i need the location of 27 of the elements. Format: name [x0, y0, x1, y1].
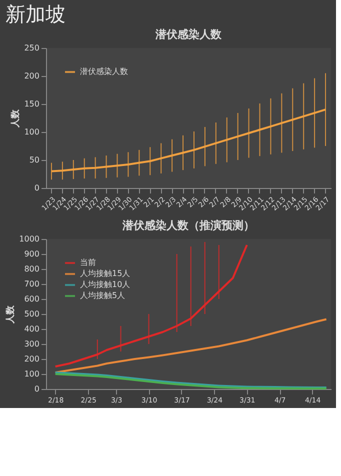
y-tick-label: 900	[24, 250, 40, 258]
y-tick-label: 100	[24, 128, 40, 136]
y-tick-label: 400	[24, 324, 40, 334]
y-tick-label: 700	[24, 280, 40, 288]
text: 新加坡	[6, 2, 66, 26]
y-tick-label: 300	[24, 340, 40, 348]
y-tick-label: 600	[24, 294, 40, 304]
y-tick-label: 1000	[19, 234, 40, 244]
y-tick-label: 800	[24, 264, 40, 274]
y-axis-title: 人数	[5, 304, 16, 324]
legend-label: 人均接触15人	[80, 269, 130, 278]
chart-title: 潜伏感染人数	[154, 28, 222, 41]
y-tick-label: 200	[24, 72, 40, 80]
y-tick-label: 200	[24, 354, 40, 364]
y-tick-label: 250	[24, 44, 40, 52]
y-tick-label: 0	[34, 184, 40, 192]
y-tick-label: 100	[24, 370, 40, 378]
y-tick-label: 500	[24, 310, 40, 318]
chart-title: 潜伏感染人数（推演预测）	[122, 219, 254, 232]
y-tick-label: 150	[24, 100, 40, 108]
y-tick-label: 50	[29, 156, 40, 164]
y-tick-label: 0	[34, 384, 40, 394]
legend-label: 人均接触10人	[80, 280, 130, 289]
legend-label: 当前	[80, 258, 96, 267]
y-axis-title: 人数	[10, 108, 22, 128]
legend-label: 潜伏感染人数	[80, 67, 128, 76]
legend-label: 人均接触5人	[80, 291, 126, 300]
